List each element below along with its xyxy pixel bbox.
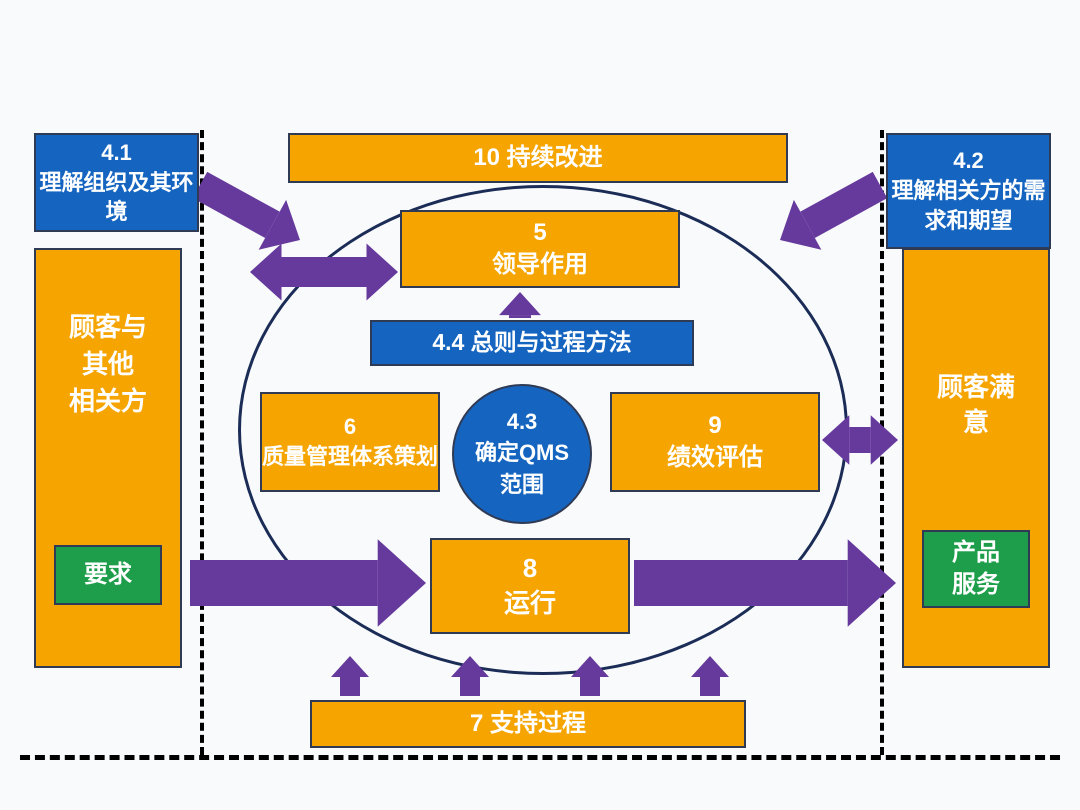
label: 4.3 — [507, 409, 538, 435]
label: 其他 — [82, 347, 134, 382]
box-7-support: 7 支持过程 — [310, 700, 746, 748]
label: 8 — [523, 551, 537, 586]
box-4-1-context: 4.1 理解组织及其环境 — [34, 133, 199, 232]
label: 4.1 — [101, 138, 132, 168]
label: 绩效评估 — [667, 442, 763, 474]
label: 确定QMS — [475, 435, 569, 467]
label: 运行 — [504, 586, 556, 621]
box-4-2-interested-parties: 4.2 理解相关方的需求和期望 — [886, 133, 1051, 249]
label: 范围 — [500, 467, 544, 499]
dashed-hline-bottom — [20, 755, 1060, 760]
label: 理解组织及其环境 — [36, 168, 197, 227]
diagram-stage: 4.1 理解组织及其环境 4.2 理解相关方的需求和期望 顾客与 其他 相关方 … — [0, 0, 1080, 810]
label: 理解相关方的需求和期望 — [888, 176, 1049, 235]
dashed-vline-left — [200, 130, 204, 755]
label: 产品 — [952, 537, 1000, 569]
dashed-vline-right — [880, 130, 884, 755]
box-9-performance: 9 绩效评估 — [610, 392, 820, 492]
label: 4.4 总则与过程方法 — [432, 327, 631, 358]
label: 7 支持过程 — [470, 708, 586, 740]
label: 6 — [344, 412, 356, 442]
label: 质量管理体系策划 — [262, 442, 438, 472]
label: 顾客与 — [69, 310, 147, 345]
box-5-leadership: 5 领导作用 — [400, 210, 680, 288]
circle-4-3-scope: 4.3 确定QMS 范围 — [452, 384, 592, 524]
box-product-service: 产品 服务 — [922, 530, 1030, 608]
label: 4.2 — [953, 146, 984, 176]
label: 顾客满 — [937, 370, 1015, 405]
label: 5 — [533, 217, 546, 249]
box-customers: 顾客与 其他 相关方 — [34, 248, 182, 668]
label: 10 持续改进 — [473, 142, 602, 174]
label: 领导作用 — [492, 249, 588, 281]
box-8-operation: 8 运行 — [430, 538, 630, 634]
label: 服务 — [952, 569, 1000, 601]
box-10-improvement: 10 持续改进 — [288, 133, 788, 183]
box-6-planning: 6 质量管理体系策划 — [260, 392, 440, 492]
label: 意 — [963, 405, 989, 440]
box-4-4-process-approach: 4.4 总则与过程方法 — [370, 320, 694, 366]
label: 9 — [708, 410, 721, 442]
label: 要求 — [84, 559, 132, 591]
label: 相关方 — [69, 384, 147, 419]
box-requirement: 要求 — [54, 545, 162, 605]
